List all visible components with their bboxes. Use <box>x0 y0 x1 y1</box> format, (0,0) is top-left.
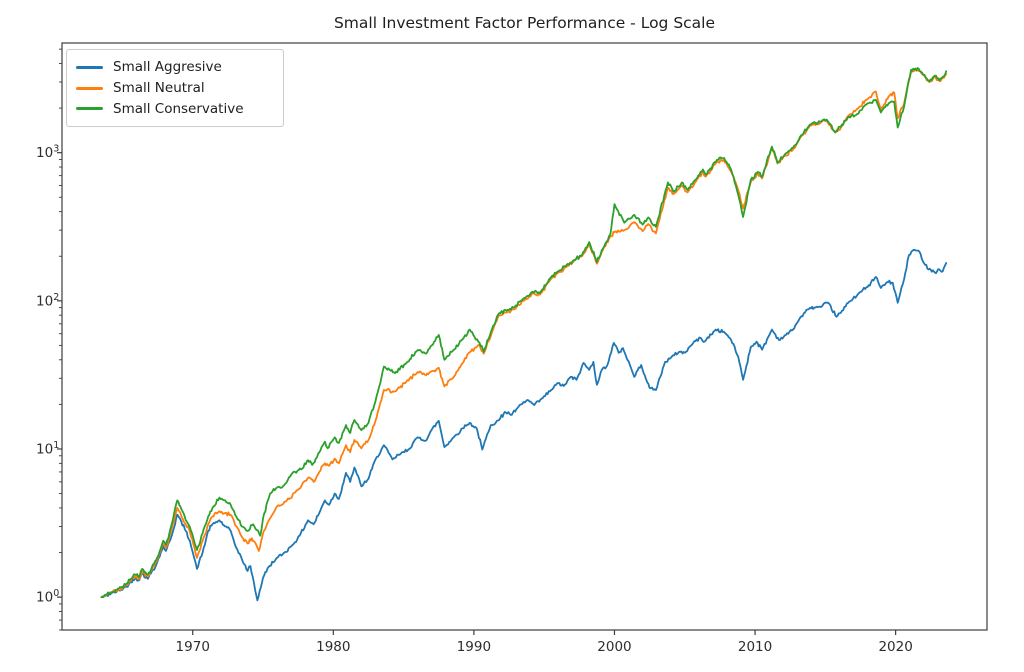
series-line-small-neutral <box>100 68 948 599</box>
series-lines <box>100 67 948 602</box>
legend: Small Aggresive Small Neutral Small Cons… <box>66 49 284 127</box>
y-tick-label: 101 <box>36 440 59 458</box>
x-tick-label: 2020 <box>878 639 912 655</box>
legend-label: Small Aggresive <box>113 59 222 76</box>
y-axis: 100 101 102 103 <box>36 48 62 631</box>
x-tick-label: 1970 <box>176 639 210 655</box>
chart-title: Small Investment Factor Performance - Lo… <box>333 14 716 32</box>
x-tick-label: 2000 <box>597 639 631 655</box>
x-tick-label: 1980 <box>316 639 350 655</box>
series-line-small-aggresive <box>100 248 948 602</box>
plot-frame <box>61 42 988 631</box>
legend-item-small-neutral: Small Neutral <box>76 78 272 99</box>
y-tick-label: 103 <box>36 144 59 162</box>
legend-item-small-aggresive: Small Aggresive <box>76 57 272 78</box>
x-tick-label: 1990 <box>457 639 491 655</box>
legend-line-swatch <box>76 65 103 69</box>
series-line-small-conservative <box>100 67 948 598</box>
legend-item-small-conservative: Small Conservative <box>76 98 272 119</box>
legend-label: Small Neutral <box>113 80 205 96</box>
legend-line-swatch <box>76 107 103 111</box>
x-tick-label: 2010 <box>738 639 772 655</box>
y-tick-label: 102 <box>36 292 59 310</box>
y-tick-label: 100 <box>36 588 59 606</box>
legend-line-swatch <box>76 86 103 90</box>
legend-label: Small Conservative <box>113 100 244 117</box>
x-axis: 1970 1980 1990 2000 2010 2020 <box>176 630 913 655</box>
